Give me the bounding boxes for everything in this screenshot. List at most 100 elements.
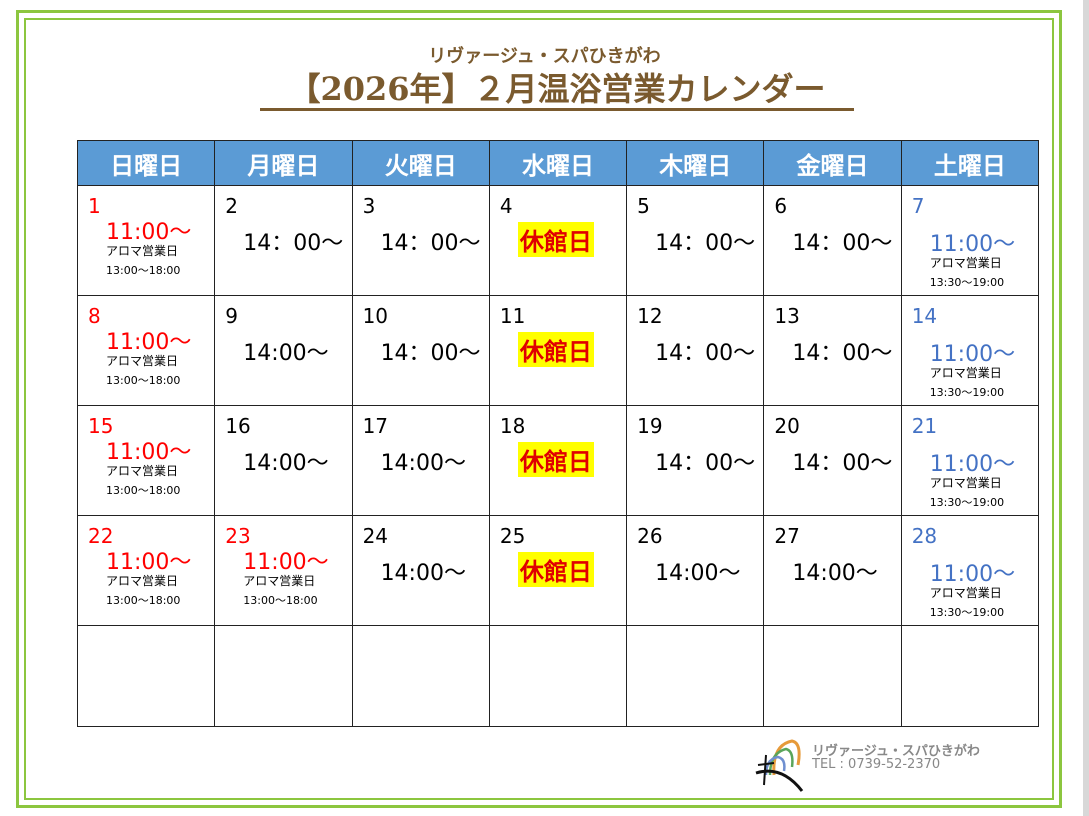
- day-number: 24: [362, 524, 389, 548]
- day-number: 22: [88, 524, 114, 548]
- aroma-hours: 13:00～18:00: [106, 594, 181, 607]
- weekday-header: 土曜日: [900, 140, 1040, 186]
- aroma-hours: 13:30～19:00: [929, 276, 1005, 289]
- opening-time: 11:00～: [106, 220, 192, 245]
- outer-frame: [16, 10, 1062, 808]
- day-number: 23: [225, 524, 251, 548]
- day-cell: 24 14:00～: [351, 515, 490, 626]
- day-cell: 2 14：00～: [214, 185, 353, 296]
- day-cell: 5 14：00～: [626, 185, 765, 296]
- empty-cell: [488, 625, 628, 727]
- weekday-header: 火曜日: [351, 140, 490, 186]
- facility-name: リヴァージュ・スパひきがわ: [428, 46, 661, 67]
- closed-label: 休館日: [517, 442, 594, 477]
- inner-frame: [24, 18, 1054, 800]
- day-cell: 15 11:00～ アロマ営業日 13:00～18:00: [76, 405, 216, 516]
- weekday-header: 金曜日: [763, 140, 902, 186]
- opening-time: 11:00～: [106, 440, 192, 465]
- aroma-note: アロマ営業日: [929, 256, 1002, 270]
- day-cell: 19 14：00～: [626, 405, 765, 516]
- aroma-hours: 13:30～19:00: [929, 606, 1005, 619]
- day-number: 17: [362, 414, 389, 438]
- day-cell: 28 11:00～ アロマ営業日 13:30～19:00: [900, 515, 1040, 626]
- opening-time: 14:00～: [243, 341, 329, 366]
- day-cell: 14 11:00～ アロマ営業日 13:30～19:00: [900, 295, 1040, 406]
- weekday-header: 日曜日: [76, 140, 216, 186]
- empty-cell: [76, 625, 216, 727]
- opening-time: 11:00～: [243, 550, 329, 575]
- day-cell: 20 14：00～: [763, 405, 902, 516]
- aroma-note: アロマ営業日: [106, 464, 179, 478]
- aroma-hours: 13:30～19:00: [929, 386, 1005, 399]
- day-cell: 16 14:00～: [214, 405, 353, 516]
- week-row: 15 11:00～ アロマ営業日 13:00～18:00 16 14:00～ 17 14:00…: [76, 405, 1040, 516]
- aroma-note: アロマ営業日: [106, 354, 179, 368]
- week-row-empty: [76, 625, 1040, 727]
- empty-cell: [763, 625, 902, 727]
- opening-time: 11:00～: [929, 452, 1016, 477]
- day-cell: 11 休館日: [488, 295, 628, 406]
- day-cell: 8 11:00～ アロマ営業日 13:00～18:00: [76, 295, 216, 406]
- day-number: 11: [499, 304, 526, 328]
- day-cell: 23 11:00～ アロマ営業日 13:00～18:00: [214, 515, 353, 626]
- page-title: 【2026年】２月温浴営業カレンダー: [260, 70, 854, 111]
- day-cell: 12 14：00～: [626, 295, 765, 406]
- day-number: 21: [911, 414, 938, 438]
- day-number: 19: [637, 414, 663, 438]
- aroma-note: アロマ営業日: [929, 586, 1002, 600]
- aroma-hours: 13:00～18:00: [106, 264, 181, 277]
- day-cell: 6 14：00～: [763, 185, 902, 296]
- day-number: 16: [225, 414, 251, 438]
- day-number: 27: [774, 524, 800, 548]
- day-number: 15: [88, 414, 114, 438]
- day-number: 9: [225, 304, 239, 328]
- week-row: 1 11:00～ アロマ営業日 13:00～18:00 2 14：00～ 3 14：00～ 4 休…: [76, 185, 1040, 296]
- footer-facility-name: リヴァージュ・スパひきがわ: [812, 744, 980, 759]
- opening-time: 14：00～: [243, 231, 344, 256]
- opening-time: 14：00～: [655, 341, 756, 366]
- day-cell: 18 休館日: [488, 405, 628, 516]
- closed-label: 休館日: [517, 222, 594, 257]
- day-number: 12: [637, 304, 663, 328]
- opening-time: 14：00～: [655, 231, 756, 256]
- day-cell: 26 14:00～: [626, 515, 765, 626]
- day-number: 28: [911, 524, 938, 548]
- day-cell: 25 休館日: [488, 515, 628, 626]
- opening-time: 14：00～: [380, 341, 481, 366]
- aroma-note: アロマ営業日: [929, 476, 1002, 490]
- weekday-header: 水曜日: [488, 140, 628, 186]
- opening-time: 14:00～: [655, 561, 741, 586]
- opening-time: 11:00～: [929, 342, 1016, 367]
- day-number: 14: [911, 304, 938, 328]
- empty-cell: [214, 625, 353, 727]
- opening-time: 11:00～: [106, 330, 192, 355]
- day-number: 18: [499, 414, 526, 438]
- opening-time: 14:00～: [380, 451, 466, 476]
- day-cell: 3 14：00～: [351, 185, 490, 296]
- day-cell: 9 14:00～: [214, 295, 353, 406]
- empty-cell: [351, 625, 490, 727]
- day-number: 13: [774, 304, 800, 328]
- day-cell: 4 休館日: [488, 185, 628, 296]
- day-cell: 27 14:00～: [763, 515, 902, 626]
- day-number: 7: [911, 194, 925, 218]
- aroma-hours: 13:00～18:00: [106, 374, 181, 387]
- opening-time: 14:00～: [380, 561, 466, 586]
- day-number: 4: [499, 194, 513, 218]
- opening-time: 11:00～: [929, 232, 1016, 257]
- day-cell: 21 11:00～ アロマ営業日 13:30～19:00: [900, 405, 1040, 516]
- opening-time: 14：00～: [380, 231, 481, 256]
- opening-time: 11:00～: [106, 550, 192, 575]
- empty-cell: [900, 625, 1040, 727]
- day-number: 3: [362, 194, 376, 218]
- aroma-note: アロマ営業日: [106, 244, 179, 258]
- week-row: 8 11:00～ アロマ営業日 13:00～18:00 9 14:00～ 10 14：00～ 1…: [76, 295, 1040, 406]
- day-number: 20: [774, 414, 800, 438]
- opening-time: 11:00～: [929, 562, 1016, 587]
- aroma-hours: 13:30～19:00: [929, 496, 1005, 509]
- aroma-hours: 13:00～18:00: [243, 594, 318, 607]
- day-cell: 7 11:00～ アロマ営業日 13:30～19:00: [900, 185, 1040, 296]
- closed-label: 休館日: [517, 332, 594, 367]
- day-number: 8: [88, 304, 101, 328]
- logo-icon: [755, 739, 804, 792]
